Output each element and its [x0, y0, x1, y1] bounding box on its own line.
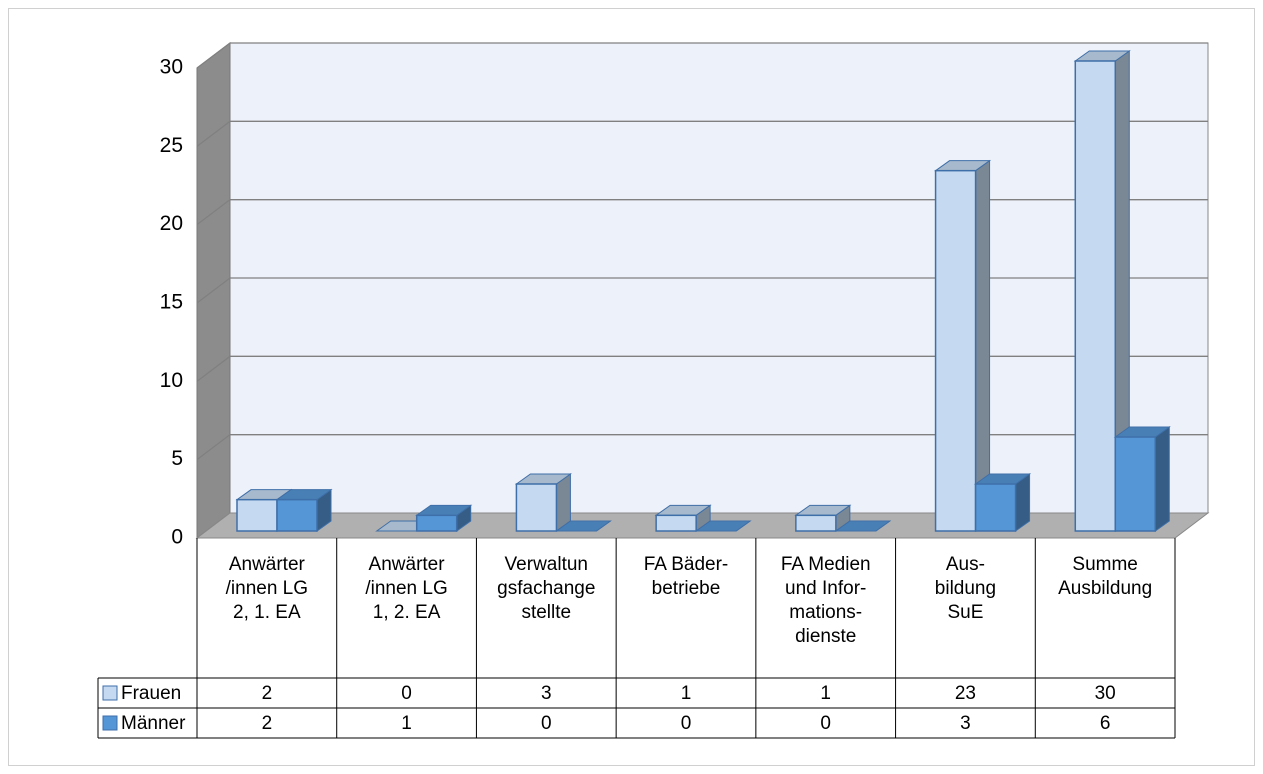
- y-tick-label: 15: [160, 291, 183, 314]
- table-value: 1: [820, 683, 831, 704]
- grid-line: [196, 120, 1208, 147]
- table-value: 30: [1095, 683, 1116, 704]
- bar: [655, 514, 697, 532]
- x-tick-label: Verwaltun: [505, 554, 588, 575]
- bar: [1114, 436, 1157, 532]
- x-tick-label: bildung: [935, 578, 996, 599]
- y-tick-label: 10: [160, 369, 183, 392]
- bar: [236, 498, 278, 532]
- y-tick-label: 25: [160, 134, 183, 157]
- x-tick-label: SuE: [947, 602, 983, 623]
- x-tick-label: gsfachange: [497, 578, 595, 599]
- table-value: 3: [960, 713, 971, 734]
- x-tick-label: 2, 1. EA: [233, 602, 301, 623]
- table-value: 0: [541, 713, 552, 734]
- y-tick-label: 5: [171, 447, 183, 470]
- grid-line: [196, 42, 1208, 69]
- grid-line: [196, 355, 1208, 382]
- x-tick-label: FA Bäder-: [644, 554, 729, 575]
- bar: [974, 483, 1017, 532]
- x-tick-label: 1, 2. EA: [373, 602, 441, 623]
- bar: [515, 483, 558, 532]
- x-tick-label: Summe: [1072, 554, 1137, 575]
- legend-label: Frauen: [121, 683, 181, 704]
- x-tick-label: Anwärter: [229, 554, 306, 575]
- table-value: 2: [262, 713, 273, 734]
- x-tick-label: und Infor-: [785, 578, 866, 599]
- bar: [276, 498, 318, 532]
- x-tick-label: FA Medien: [781, 554, 871, 575]
- bar: [1074, 60, 1117, 532]
- table-value: 0: [820, 713, 831, 734]
- x-tick-label: Anwärter: [369, 554, 446, 575]
- x-tick-label: stellte: [521, 602, 571, 623]
- y-tick-label: 30: [160, 56, 183, 79]
- legend-key: [102, 685, 118, 701]
- x-tick-label: Aus-: [946, 554, 985, 575]
- y-tick-label: 0: [171, 526, 183, 549]
- grid-line: [196, 434, 1208, 461]
- legend-label: Männer: [121, 713, 186, 734]
- x-tick-label: dienste: [795, 626, 856, 647]
- bar: [795, 514, 837, 532]
- bar-top: [554, 520, 612, 532]
- bar-top: [834, 520, 892, 532]
- legend-key: [102, 715, 118, 731]
- bar-top: [694, 520, 752, 532]
- table-value: 1: [401, 713, 412, 734]
- grid-line: [196, 277, 1208, 304]
- table-value: 1: [681, 683, 692, 704]
- bar: [415, 514, 458, 532]
- table-value: 23: [955, 683, 976, 704]
- bar: [934, 169, 977, 532]
- grid-line: [196, 199, 1208, 226]
- x-tick-label: /innen LG: [365, 578, 447, 599]
- x-tick-label: Ausbildung: [1058, 578, 1152, 599]
- x-tick-label: betriebe: [652, 578, 721, 599]
- x-tick-label: /innen LG: [226, 578, 308, 599]
- y-tick-label: 20: [160, 212, 183, 235]
- table-value: 6: [1100, 713, 1111, 734]
- table-value: 0: [681, 713, 692, 734]
- bar-side: [1154, 426, 1170, 532]
- table-value: 3: [541, 683, 552, 704]
- x-tick-label: mations-: [789, 602, 862, 623]
- table-value: 2: [262, 683, 273, 704]
- table-value: 0: [401, 683, 412, 704]
